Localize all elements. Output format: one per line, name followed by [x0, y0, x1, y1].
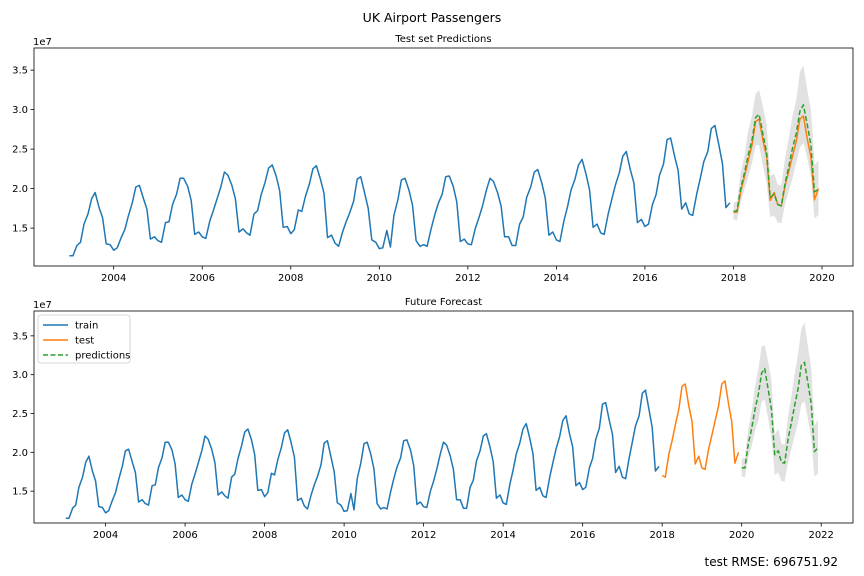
legend-label-predictions: predictions	[75, 351, 130, 362]
legend-label-train: train	[75, 321, 98, 332]
x-tick-label: 2016	[570, 530, 595, 541]
y-tick-label: 2.5	[12, 409, 28, 420]
x-tick-label: 2018	[721, 273, 746, 284]
axes-frame	[33, 47, 854, 267]
y-tick-label: 1.5	[12, 224, 28, 235]
axes-title: Future Forecast	[405, 297, 482, 308]
series-line-train	[69, 124, 731, 257]
axes-2: Future Forecast 1e7 2004 2006 2008 2010 2012 20…	[12, 297, 854, 541]
x-tick-label: 2004	[101, 273, 126, 284]
x-tick-label: 2020	[809, 273, 834, 284]
x-tick-label: 2020	[729, 530, 754, 541]
series-line-predictions	[741, 361, 819, 469]
x-tick-label: 2006	[190, 273, 215, 284]
x-tick-label: 2022	[808, 530, 833, 541]
series-line-train	[65, 389, 660, 520]
x-tick-label: 2006	[172, 530, 197, 541]
x-tick-label: 2008	[278, 273, 303, 284]
y-tick-label: 2.0	[12, 184, 28, 195]
y-tick-label: 3.0	[12, 370, 28, 381]
series-line-test	[661, 380, 740, 478]
confidence-band	[733, 65, 819, 224]
x-tick-label: 2014	[490, 530, 515, 541]
x-tick-label: 2008	[252, 530, 277, 541]
x-tick-label: 2010	[367, 273, 392, 284]
legend-frame	[37, 314, 131, 364]
axes-1: Test set Predictions 1e7 2004 2006 2008 2010 2…	[12, 34, 854, 284]
y-tick-label: 2.0	[12, 448, 28, 459]
y-offset-label: 1e7	[33, 300, 52, 311]
y-tick-label: 3.5	[12, 66, 28, 77]
legend: train test predictions	[37, 314, 131, 364]
x-tick-label: 2004	[93, 530, 118, 541]
series-line-predictions	[733, 104, 819, 213]
x-tick-label: 2018	[649, 530, 674, 541]
x-tick-label: 2010	[331, 530, 356, 541]
x-tick-label: 2012	[411, 530, 436, 541]
y-tick-label: 1.5	[12, 487, 28, 498]
y-tick-label: 3.5	[12, 331, 28, 342]
x-tick-label: 2016	[632, 273, 657, 284]
y-offset-label: 1e7	[33, 37, 52, 48]
y-tick-label: 2.5	[12, 145, 28, 156]
x-tick-label: 2014	[544, 273, 569, 284]
axes-title: Test set Predictions	[394, 34, 491, 45]
figure-suptitle: UK Airport Passengers	[363, 10, 502, 25]
axes-frame	[33, 310, 854, 524]
rmse-text: test RMSE: 696751.92	[705, 555, 839, 569]
x-tick-label: 2012	[455, 273, 480, 284]
confidence-band	[741, 322, 818, 482]
legend-label-test: test	[75, 336, 94, 347]
y-tick-label: 3.0	[12, 105, 28, 116]
